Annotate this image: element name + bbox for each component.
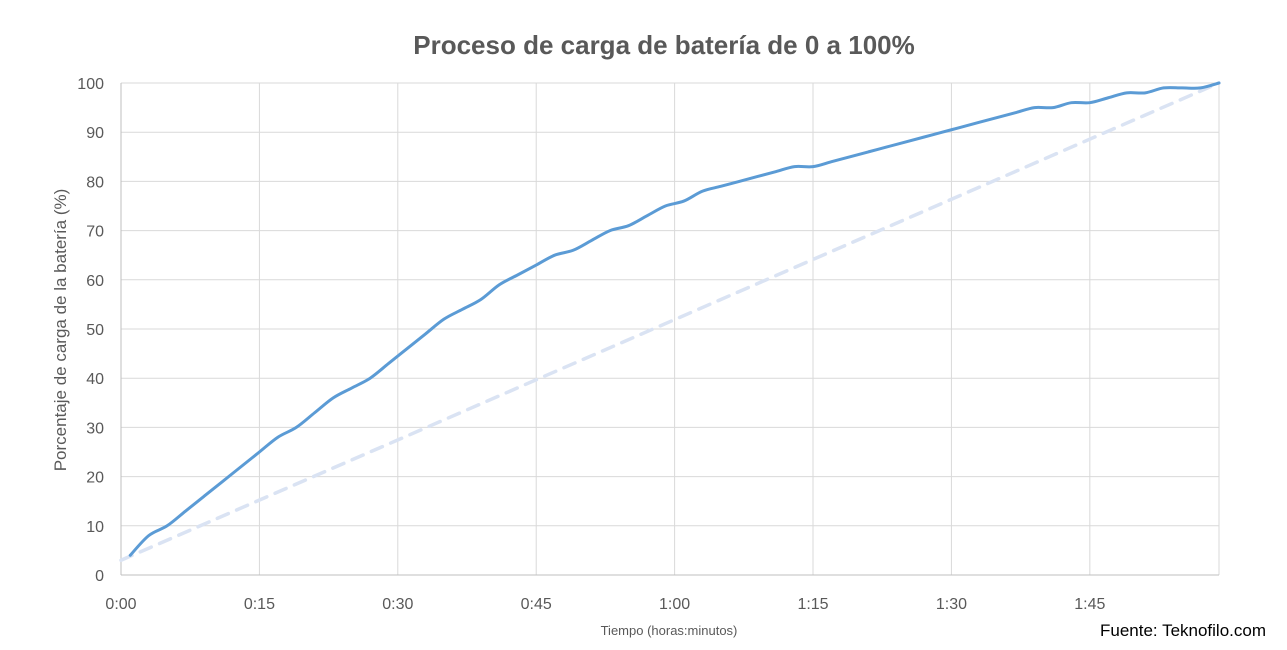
x-tick-label: 1:45 xyxy=(1074,596,1105,613)
linear-reference-line xyxy=(119,81,1221,562)
series xyxy=(119,81,1221,562)
y-tick-label: 70 xyxy=(86,224,104,241)
axes xyxy=(120,83,1219,576)
x-tick-label: 0:15 xyxy=(244,596,275,613)
y-tick-label: 100 xyxy=(77,76,104,93)
y-tick-label: 50 xyxy=(86,322,104,339)
y-axis-label: Porcentaje de carga de la batería (%) xyxy=(51,189,70,472)
y-tick-labels: 0 10 20 30 40 50 60 70 80 90 100 xyxy=(77,76,104,585)
y-tick-label: 10 xyxy=(86,519,104,536)
x-tick-label: 1:00 xyxy=(659,596,690,613)
y-tick-label: 20 xyxy=(86,470,104,487)
x-tick-labels: 0:00 0:15 0:30 0:45 1:00 1:15 1:30 1:45 xyxy=(105,596,1105,613)
x-axis-label: Tiempo (horas:minutos) xyxy=(601,623,738,638)
y-tick-label: 60 xyxy=(86,273,104,290)
y-tick-label: 90 xyxy=(86,125,104,142)
x-tick-label: 1:15 xyxy=(797,596,828,613)
y-tick-label: 30 xyxy=(86,420,104,437)
y-tick-label: 80 xyxy=(86,174,104,191)
y-tick-label: 40 xyxy=(86,371,104,388)
x-tick-label: 0:00 xyxy=(105,596,136,613)
x-tick-label: 1:30 xyxy=(936,596,967,613)
y-tick-label: 0 xyxy=(95,568,104,585)
source-label: Fuente: Teknofilo.com xyxy=(1100,621,1266,640)
battery-charge-line xyxy=(128,81,1221,557)
grid xyxy=(121,82,1220,575)
chart-title: Proceso de carga de batería de 0 a 100% xyxy=(413,30,914,60)
x-tick-label: 0:45 xyxy=(521,596,552,613)
x-tick-label: 0:30 xyxy=(382,596,413,613)
